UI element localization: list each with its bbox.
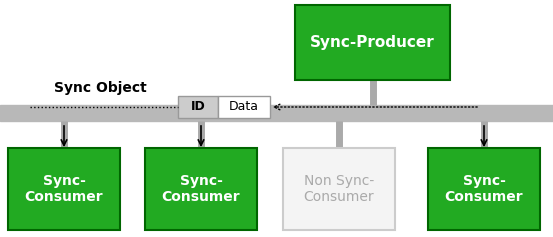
Text: Sync-Producer: Sync-Producer: [310, 35, 435, 50]
Text: Sync Object: Sync Object: [54, 81, 147, 95]
Text: ID: ID: [191, 100, 205, 114]
FancyBboxPatch shape: [0, 105, 553, 121]
FancyBboxPatch shape: [428, 148, 540, 230]
Text: Non Sync-
Consumer: Non Sync- Consumer: [304, 174, 374, 204]
FancyBboxPatch shape: [295, 5, 450, 80]
FancyBboxPatch shape: [283, 148, 395, 230]
FancyBboxPatch shape: [218, 96, 270, 118]
Text: Sync-
Consumer: Sync- Consumer: [25, 174, 103, 204]
FancyBboxPatch shape: [145, 148, 257, 230]
FancyBboxPatch shape: [178, 96, 218, 118]
Text: Sync-
Consumer: Sync- Consumer: [445, 174, 523, 204]
Text: Data: Data: [229, 100, 259, 114]
FancyBboxPatch shape: [8, 148, 120, 230]
Text: Sync-
Consumer: Sync- Consumer: [161, 174, 241, 204]
